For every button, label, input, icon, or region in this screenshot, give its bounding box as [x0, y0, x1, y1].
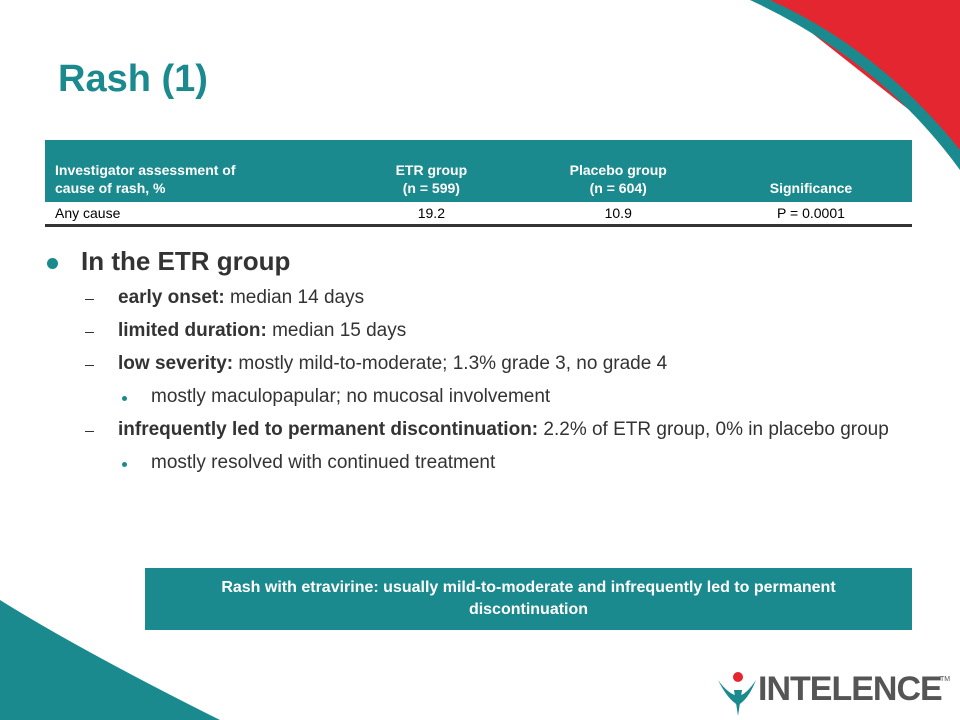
bullet-heading: In the ETR group — [45, 246, 925, 277]
bullet-bold: early onset: — [118, 287, 225, 308]
logo-text: INTELENCE — [758, 670, 943, 708]
sub-bullet: mostly maculopapular; no mucosal involve… — [45, 384, 925, 410]
bullet-text: mostly mild-to-moderate; 1.3% grade 3, n… — [238, 353, 668, 374]
sub-bullet: mostly resolved with continued treatment — [45, 450, 925, 476]
bullet-text: 2.2% of ETR group, 0% in placebo group — [543, 419, 889, 440]
cell: Any cause — [45, 202, 337, 227]
bullet-list: In the ETR group early onset: median 14 d… — [45, 246, 925, 483]
header-line: ETR group — [395, 162, 468, 178]
header-line: cause of rash, % — [55, 180, 166, 196]
logo-icon — [718, 672, 756, 716]
header-cell: Investigator assessment of cause of rash,… — [45, 140, 337, 202]
teal-corner — [0, 600, 220, 720]
bullet-text: median 15 days — [272, 320, 407, 341]
cell: P = 0.0001 — [709, 202, 912, 227]
bullet-item: low severity: mostly mild-to-moderate; 1… — [45, 351, 918, 377]
header-line: (n = 599) — [402, 180, 460, 196]
bullet-bold: low severity: — [118, 353, 234, 374]
cell: 10.9 — [526, 202, 710, 227]
bullet-bold: infrequently led to permanent discontinu… — [118, 419, 539, 440]
callout: Rash with etravirine: usually mild-to-mo… — [145, 568, 912, 630]
header-cell: ETR group (n = 599) — [336, 140, 527, 202]
header-cell: Significance — [709, 140, 912, 202]
bullet-item: infrequently led to permanent discontinu… — [45, 417, 918, 443]
table: Investigator assessment of cause of rash,… — [45, 140, 912, 227]
title: Rash (1) — [58, 58, 208, 100]
header-line: Investigator assessment of — [55, 162, 236, 178]
trademark: TM — [940, 676, 951, 683]
header-line: Placebo group — [569, 162, 667, 178]
header-line: Significance — [769, 180, 853, 196]
cell: 19.2 — [336, 202, 527, 227]
bullet-bold: limited duration: — [118, 320, 267, 341]
header-cell: Placebo group (n = 604) — [526, 140, 710, 202]
bullet-text: median 14 days — [229, 287, 365, 308]
bullet-item: limited duration: median 15 days — [45, 318, 918, 344]
bullet-item: early onset: median 14 days — [45, 285, 918, 311]
header-line: (n = 604) — [589, 180, 647, 196]
